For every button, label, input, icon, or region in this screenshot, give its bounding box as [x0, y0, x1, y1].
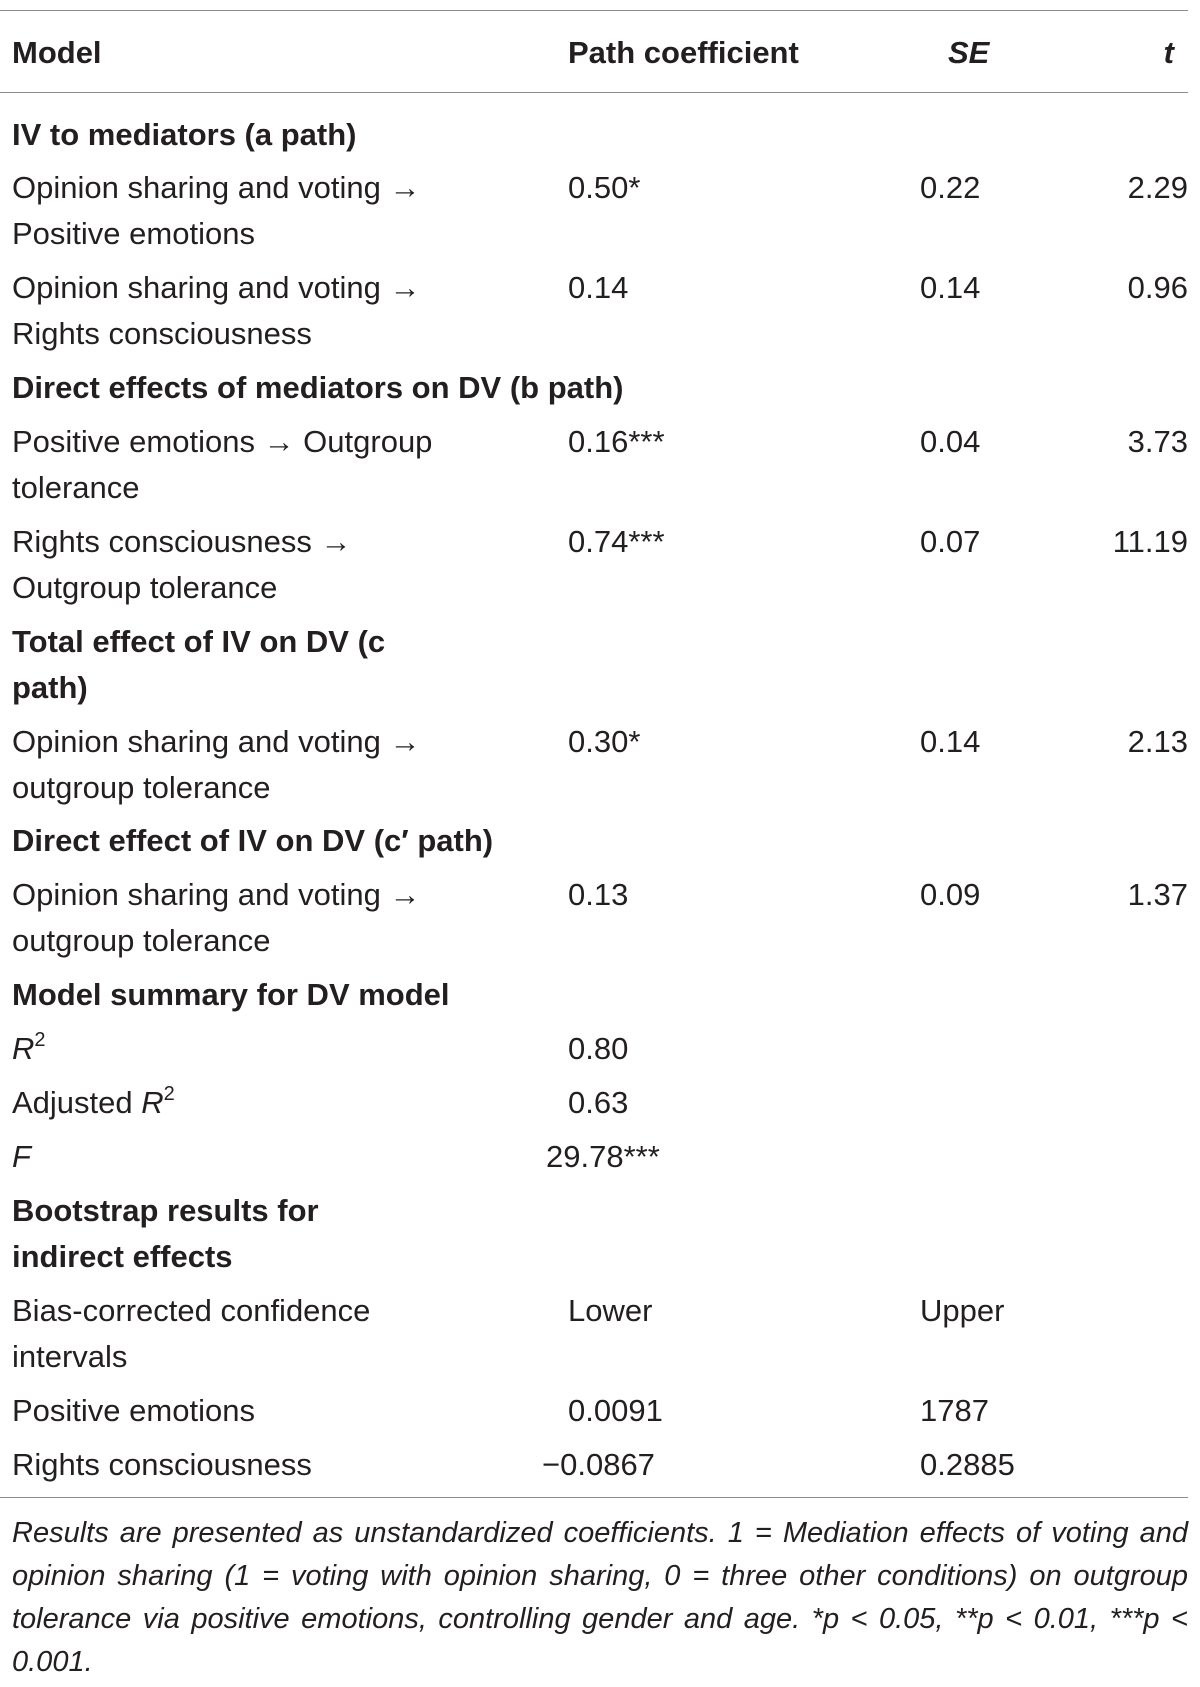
bottom-rule	[0, 1497, 1188, 1498]
section-label: path)	[12, 670, 88, 705]
row-coef: Lower	[568, 1293, 653, 1328]
stat-prefix: Adjusted	[12, 1085, 142, 1120]
header-t: t	[1163, 35, 1174, 70]
row-se: 0.07	[920, 524, 981, 559]
row-label-line: Rights consciousness	[12, 316, 312, 351]
row-t: 2.13	[1127, 724, 1188, 759]
stat-label: Adjusted R2	[12, 1080, 175, 1125]
row-label-line: Opinion sharing and voting →	[12, 270, 421, 305]
row-label-line: outgroup tolerance	[12, 923, 271, 958]
stat-symbol: R	[12, 1031, 35, 1066]
row-coef: 0.0091	[568, 1393, 663, 1428]
header-path-coefficient: Path coefficient	[568, 35, 799, 70]
row-label-line: Positive emotions	[12, 216, 255, 251]
section-label: Model summary for DV model	[12, 977, 450, 1012]
row-se: 0.09	[920, 877, 981, 912]
stat-symbol: R	[141, 1085, 164, 1120]
table-footnote: Results are presented as unstandardized …	[12, 1517, 1188, 1678]
row-coef: 0.16***	[568, 424, 665, 459]
section-label: indirect effects	[12, 1239, 233, 1274]
section-label: Direct effect of IV on DV (c′ path)	[12, 823, 494, 858]
row-t: 2.29	[1127, 170, 1188, 205]
row-label-line: Opinion sharing and voting →	[12, 877, 421, 912]
stat-superscript: 2	[163, 1082, 175, 1105]
section-label: Bootstrap results for	[12, 1193, 319, 1228]
row-label-line: tolerance	[12, 470, 140, 505]
row-se: 0.14	[920, 270, 981, 305]
row-coef: 0.30*	[568, 724, 641, 759]
row-label-line: Positive emotions → Outgroup	[12, 424, 433, 459]
stat-label: R2	[12, 1026, 46, 1071]
row-coef: 29.78***	[546, 1139, 660, 1174]
row-label-line: Outgroup tolerance	[12, 570, 278, 605]
row-label-line: Opinion sharing and voting →	[12, 724, 421, 759]
row-coef: 0.63	[568, 1085, 629, 1120]
row-t: 3.73	[1127, 424, 1188, 459]
row-coef: −0.0867	[542, 1447, 655, 1482]
row-se: 1787	[920, 1393, 989, 1428]
row-se: 0.14	[920, 724, 981, 759]
header-model: Model	[12, 35, 102, 70]
row-label-line: outgroup tolerance	[12, 770, 271, 805]
row-t: 11.19	[1112, 524, 1188, 559]
row-label-line: Rights consciousness →	[12, 524, 352, 559]
row-label-line: Opinion sharing and voting →	[12, 170, 421, 205]
row-label-line: intervals	[12, 1339, 128, 1374]
top-rule	[0, 10, 1188, 11]
row-coef: 0.50*	[568, 170, 641, 205]
row-se: 0.22	[920, 170, 981, 205]
row-se: Upper	[920, 1293, 1005, 1328]
row-t: 1.37	[1127, 877, 1188, 912]
row-label-line: Bias-corrected confidence	[12, 1293, 371, 1328]
section-label: IV to mediators (a path)	[12, 117, 357, 152]
stat-symbol: F	[12, 1139, 31, 1174]
section-label: Direct effects of mediators on DV (b pat…	[12, 370, 624, 405]
row-se: 0.04	[920, 424, 981, 459]
row-coef: 0.74***	[568, 524, 665, 559]
row-coef: 0.13	[568, 877, 629, 912]
row-label: Positive emotions	[12, 1393, 255, 1428]
row-label: Rights consciousness	[12, 1447, 312, 1482]
row-se: 0.2885	[920, 1447, 1015, 1482]
stat-superscript: 2	[34, 1028, 46, 1051]
row-t: 0.96	[1127, 270, 1188, 305]
row-coef: 0.80	[568, 1031, 629, 1066]
section-label: Total effect of IV on DV (c	[12, 624, 386, 659]
header-rule	[0, 92, 1188, 93]
header-se: SE	[948, 35, 990, 70]
row-coef: 0.14	[568, 270, 629, 305]
